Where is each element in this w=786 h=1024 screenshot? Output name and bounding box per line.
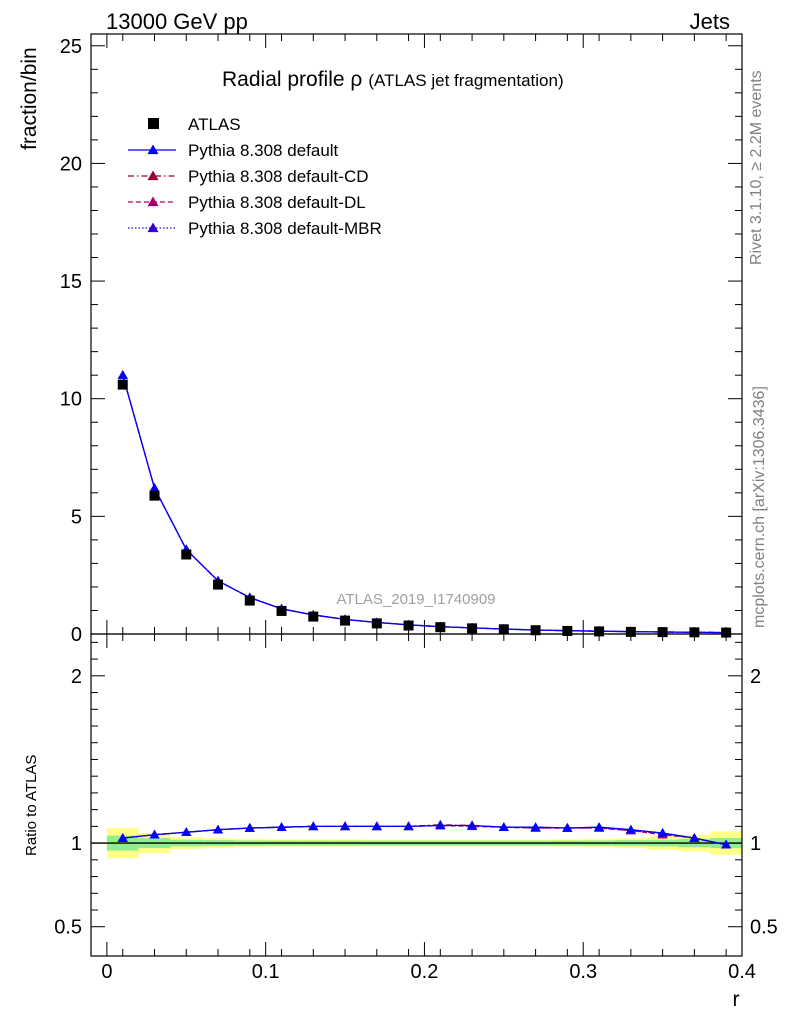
data-point	[403, 620, 414, 631]
data-point	[530, 625, 541, 636]
ratio-series-marker	[117, 833, 128, 842]
data-point	[244, 595, 255, 606]
data-point	[562, 625, 573, 636]
analysis-watermark: ATLAS_2019_I1740909	[336, 591, 495, 608]
title-symbol: ρ	[350, 68, 362, 91]
ratio-series-marker	[403, 821, 414, 831]
ratio-panel: 0 0.1 0.2 0.3 0.4 0.5 0.5 1 1 2 2	[54, 633, 778, 983]
ratio-series-marker	[340, 821, 351, 831]
data-point	[689, 627, 700, 638]
ratio-frame	[90, 633, 743, 957]
data-point	[371, 618, 382, 629]
legend-label: Pythia 8.308 default-CD	[188, 167, 369, 186]
plot-title: Radial profile ρ (ATLAS jet fragmentation…	[222, 68, 564, 91]
data-point	[276, 605, 287, 616]
ratio-series-line	[122, 824, 727, 846]
main-y-tick-label: 0	[71, 624, 82, 646]
main-series-line	[122, 375, 727, 634]
ratio-y-tick-label: 0.5	[54, 917, 82, 939]
x-tick-label: 0.2	[411, 961, 439, 983]
ratio-series-marker	[308, 821, 319, 831]
header-right: Jets	[690, 9, 730, 34]
ratio-series-marker	[181, 827, 192, 836]
rivet-label: Rivet 3.1.10, ≥ 2.2M events	[748, 70, 765, 265]
ratio-series-marker	[498, 822, 509, 831]
main-y-tick-label: 25	[60, 36, 82, 58]
x-tick-label: 0.1	[252, 961, 280, 983]
main-y-tick-label: 20	[60, 153, 82, 175]
ratio-ylabel: Ratio to ATLAS	[23, 755, 40, 856]
ratio-series-marker	[467, 820, 478, 830]
ratio-series-marker	[594, 822, 605, 831]
ratio-series-marker	[371, 821, 382, 831]
ratio-series-marker	[562, 823, 573, 832]
main-panel: 0 5 10 15 20 25	[60, 33, 743, 646]
ratio-series-marker	[657, 828, 668, 837]
x-tick-label: 0	[101, 961, 112, 983]
x-tick-label: 0.3	[569, 961, 597, 983]
legend-marker-atlas	[148, 118, 159, 129]
data-point	[657, 627, 668, 638]
ratio-series-marker	[276, 822, 287, 831]
legend: ATLAS Pythia 8.308 default Pythia 8.308 de…	[128, 115, 382, 238]
data-point	[213, 579, 224, 590]
legend-marker	[147, 222, 159, 233]
data-point	[149, 490, 160, 501]
ratio-series-marker	[213, 824, 224, 834]
ratio-y-tick-label: 1	[71, 833, 82, 855]
title-main: Radial profile	[222, 68, 350, 91]
data-point	[308, 611, 319, 622]
header-left: 13000 GeV pp	[106, 9, 248, 34]
ratio-series-marker	[149, 829, 160, 839]
main-ylabel: fraction/bin	[18, 47, 41, 150]
data-point	[340, 615, 351, 626]
data-point	[625, 626, 636, 637]
main-series-marker	[149, 483, 160, 492]
ratio-series-marker	[689, 833, 700, 842]
x-tick-label: 0.4	[728, 961, 756, 983]
main-y-tick-label: 5	[71, 506, 82, 528]
legend-label: Pythia 8.308 default-MBR	[188, 219, 382, 238]
title-sub: (ATLAS jet fragmentation)	[368, 71, 563, 90]
legend-marker	[147, 170, 159, 181]
ratio-y-tick-label-right: 1	[750, 833, 761, 855]
main-series-marker	[117, 370, 128, 379]
data-point	[721, 627, 732, 638]
ratio-series-marker	[625, 824, 636, 834]
ratio-y-tick-label: 2	[71, 666, 82, 688]
legend-label: ATLAS	[188, 115, 241, 134]
ratio-y-tick-label-right: 0.5	[750, 917, 778, 939]
legend-marker	[147, 144, 159, 155]
mcplots-label: mcplots.cern.ch [arXiv:1306.3436]	[751, 386, 768, 628]
main-y-tick-label: 15	[60, 271, 82, 293]
ratio-series-marker	[244, 823, 255, 832]
ratio-series-marker	[435, 820, 446, 830]
data-point	[181, 549, 192, 560]
ratio-series-marker	[721, 839, 732, 849]
data-point	[435, 622, 446, 633]
data-point	[498, 624, 509, 635]
main-y-tick-label: 10	[60, 389, 82, 411]
legend-marker	[147, 196, 159, 207]
ratio-series-marker	[530, 822, 541, 831]
ratio-y-tick-label-right: 2	[750, 666, 761, 688]
legend-label: Pythia 8.308 default-DL	[188, 193, 366, 212]
data-point	[467, 623, 478, 634]
data-point	[117, 379, 128, 390]
x-axis-label: r	[733, 988, 740, 1011]
legend-label: Pythia 8.308 default	[188, 141, 339, 160]
data-point	[594, 626, 605, 637]
